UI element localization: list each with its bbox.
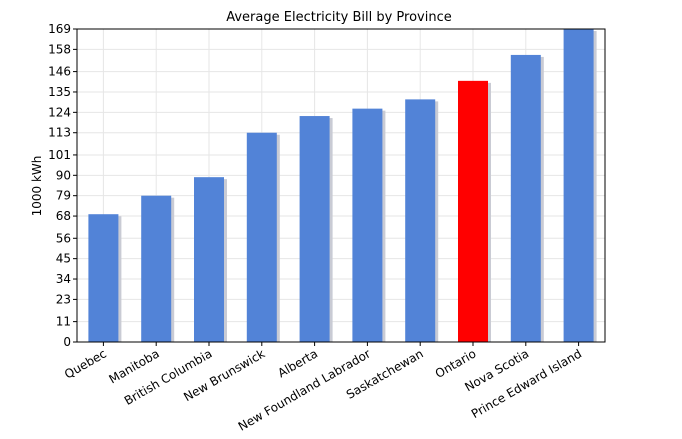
y-tick-label: 68 <box>56 209 71 223</box>
bar-quebec <box>88 214 119 342</box>
plot-area-frame <box>76 28 606 343</box>
x-tick-label: Alberta <box>275 346 320 380</box>
bar-ontario <box>458 80 488 343</box>
x-tick-label: Quebec <box>62 346 109 381</box>
bars <box>88 29 597 343</box>
y-tick-label: 135 <box>48 85 71 99</box>
bar-british-columbia <box>194 177 224 342</box>
y-tick-label: 34 <box>56 272 71 286</box>
y-tick-label: 101 <box>48 148 71 162</box>
bar-prince-edward-island <box>563 29 594 342</box>
y-tick-label: 146 <box>48 65 71 79</box>
bar-manitoba <box>141 195 172 342</box>
y-tick-label: 90 <box>56 168 71 182</box>
y-tick-label: 56 <box>56 231 71 245</box>
bar-new-foundland-labrador <box>352 108 383 342</box>
bar-new-brunswick <box>246 132 277 342</box>
bar-alberta <box>299 116 330 343</box>
y-axis-ticks: 0 11 23 34 45 56 68 79 90 101 113 124 135 146 158 169 <box>48 22 77 349</box>
y-tick-label: 23 <box>56 292 71 306</box>
y-tick-label: 113 <box>48 126 71 140</box>
y-tick-label: 79 <box>56 189 71 203</box>
y-tick-label: 169 <box>48 22 71 36</box>
chart-title: Average Electricity Bill by Province <box>226 10 452 25</box>
x-tick-label: British Columbia <box>122 346 215 408</box>
y-tick-label: 11 <box>56 315 71 329</box>
bar-nova-scotia <box>510 54 541 343</box>
y-tick-label: 0 <box>63 335 71 349</box>
bar-saskatchewan <box>405 99 436 343</box>
y-axis-label: 1000 kWh <box>30 156 44 217</box>
y-tick-label: 158 <box>48 42 71 56</box>
y-tick-label: 124 <box>48 105 71 119</box>
y-tick-label: 45 <box>56 252 71 266</box>
